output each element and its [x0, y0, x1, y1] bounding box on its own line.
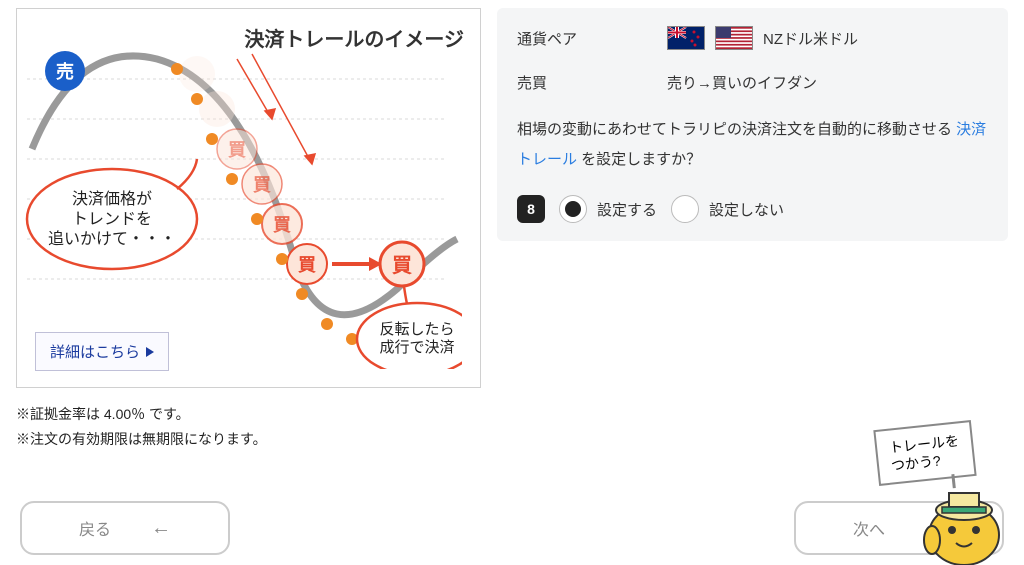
detail-link-label: 詳細はこちら: [50, 341, 140, 362]
option-yes-label: 設定する: [597, 199, 657, 220]
notes: ※証拠金率は 4.00％ です。 ※注文の有効期限は無期限になります。: [16, 402, 481, 452]
detail-link[interactable]: 詳細はこちら: [35, 332, 169, 371]
radio-no-icon: [671, 195, 699, 223]
back-label: 戻る: [79, 516, 111, 540]
mascot: トレールをつかう?: [814, 425, 1014, 565]
side-label: 売買: [517, 72, 667, 93]
svg-text:買: 買: [298, 255, 316, 275]
mascot-icon: [894, 465, 1014, 565]
option-no[interactable]: 設定しない: [671, 195, 784, 223]
pair-row: 通貨ペア NZドル米ドル: [517, 26, 988, 50]
svg-text:買: 買: [253, 175, 271, 195]
chevron-right-icon: [146, 347, 154, 357]
us-flag-icon: [715, 26, 753, 50]
arrow-left-icon: ←: [151, 517, 171, 540]
note-line-1: ※証拠金率は 4.00％ です。: [16, 402, 481, 427]
radio-yes-icon: [559, 195, 587, 223]
left-panel: 決済トレールのイメージ 買 買: [16, 8, 481, 452]
note-line-2: ※注文の有効期限は無期限になります。: [16, 427, 481, 452]
sell-badge: 売: [56, 61, 74, 82]
svg-text:買: 買: [273, 215, 291, 235]
back-button[interactable]: 戻る ←: [20, 501, 230, 555]
svg-text:買: 買: [228, 140, 246, 160]
trail-diagram: 買 買 買 買: [17, 9, 462, 369]
diagram-box: 決済トレールのイメージ 買 買: [16, 8, 481, 388]
description: 相場の変動にあわせてトラリピの決済注文を自動的に移動させる 決済トレール を設定…: [517, 115, 988, 175]
pair-value: NZドル米ドル: [763, 28, 858, 49]
buy-badge-final: 買: [392, 254, 412, 277]
option-yes[interactable]: 設定する: [559, 195, 657, 223]
settings-panel: 通貨ペア NZドル米ドル 売買 売り→買いのイフダン 相場の変動にあわせてトラリ…: [497, 8, 1008, 241]
option-row: 8 設定する 設定しない: [517, 195, 988, 223]
svg-text:反転したら成行で決済: 反転したら成行で決済: [379, 321, 454, 356]
pair-label: 通貨ペア: [517, 28, 667, 49]
step-badge: 8: [517, 195, 545, 223]
side-value: 売り→買いのイフダン: [667, 72, 817, 93]
option-no-label: 設定しない: [709, 199, 784, 220]
nz-flag-icon: [667, 26, 705, 50]
side-row: 売買 売り→買いのイフダン: [517, 72, 988, 93]
